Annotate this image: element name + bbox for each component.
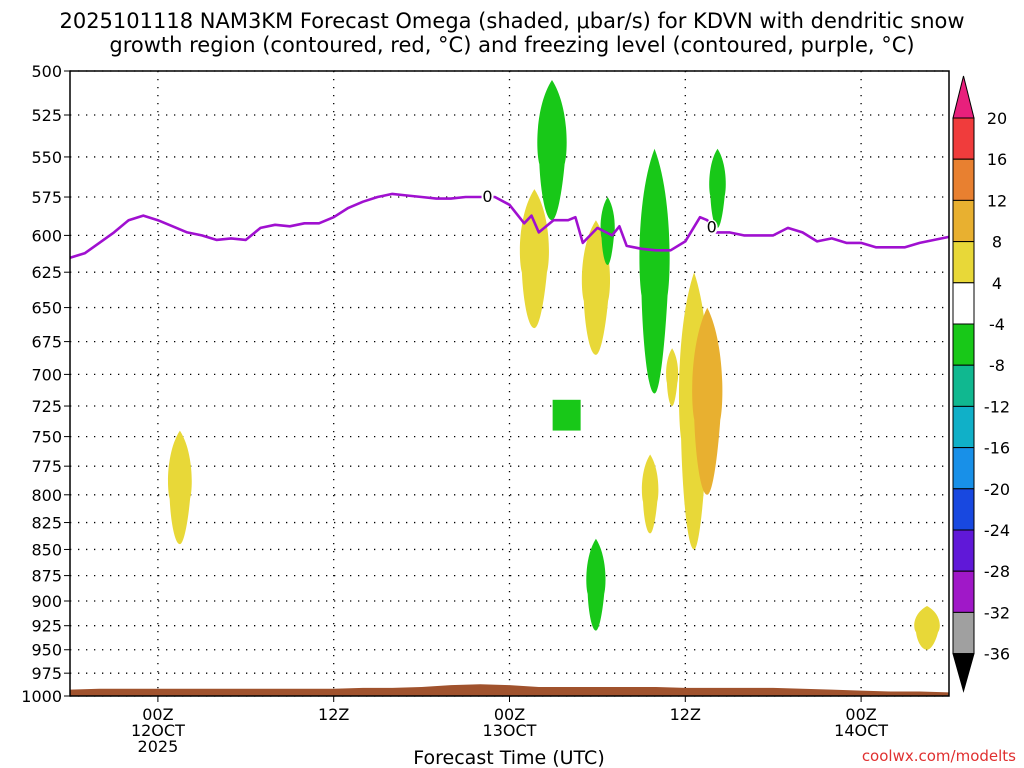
x-tick-label: 00Z [494,705,525,724]
omega-region [914,605,940,650]
colorbar-label: 8 [992,233,1002,252]
y-tick-label: 850 [31,540,62,559]
colorbar-segment [952,117,975,160]
colorbar-segment [952,488,975,531]
colorbar-segment [952,570,975,613]
y-tick-label: 750 [31,428,62,447]
y-tick-label: 800 [31,486,62,505]
colorbar-segment [952,282,975,325]
omega-region [581,220,611,355]
omega-region [666,348,679,407]
colorbar-label: -4 [989,315,1005,334]
colorbar-segment [952,158,975,201]
x-tick-label: 12Z [670,705,701,724]
x-tick-label: 12Z [318,705,349,724]
omega-region [537,79,567,221]
x-tick-label: 2025 [138,737,179,756]
omega-region [709,148,726,228]
colorbar-label: -16 [984,439,1010,458]
colorbar-label: -36 [984,645,1010,664]
y-tick-label: 900 [31,592,62,611]
colorbar-segment [952,405,975,449]
plot-area: 00 [69,70,950,697]
chart-title-line-1: 2025101118 NAM3KM Forecast Omega (shaded… [59,9,964,33]
y-tick-label: 950 [31,641,62,660]
y-tick-label: 500 [31,62,62,81]
y-tick-label: 775 [31,457,62,476]
contour-label-bg [705,219,718,236]
y-tick-label: 825 [31,514,62,533]
x-tick-label: 14OCT [834,721,888,740]
freezing-level-line [69,192,950,259]
terrain-surface [70,684,949,696]
omega-region [586,538,606,631]
y-tick-label: 525 [31,106,62,125]
colorbar-top-triangle [952,75,975,119]
x-tick-label: 13OCT [483,721,537,740]
colorbar-label: -24 [984,521,1010,540]
y-tick-label: 700 [31,365,62,384]
credit-text: coolwx.com/modelts [862,747,1016,765]
y-tick-label: 1000 [21,687,62,706]
y-tick-label: 725 [31,397,62,416]
colorbar-segment [952,529,975,572]
freezing-level-layer: 00 [69,187,950,259]
colorbar: 20 16 12 8 4 -4 -8 -12 -16 -20 -24 -28 -32 -36 [952,75,1010,693]
terrain-layer [70,684,949,696]
colorbar-label: -20 [984,480,1010,499]
colorbar-label: -12 [984,397,1010,416]
chart-title-line-2: growth region (contoured, red, °C) and f… [109,33,914,57]
y-tick-label: 550 [31,148,62,167]
colorbar-label: 12 [987,191,1007,210]
freezing-level-label: 0 [482,187,492,206]
y-tick-label: 625 [31,263,62,282]
colorbar-bottom-triangle [952,653,975,693]
omega-region [600,197,615,265]
colorbar-label: -8 [989,356,1005,375]
x-tick-label: 00Z [845,705,876,724]
y-tick-label: 575 [31,188,62,207]
colorbar-label: -32 [984,603,1010,622]
omega-region [639,148,670,394]
colorbar-segment [952,447,975,490]
y-tick-label: 675 [31,333,62,352]
y-tick-label: 600 [31,226,62,245]
y-tick-label: 650 [31,299,62,318]
colorbar-label: 4 [992,274,1002,293]
freezing-level-label: 0 [707,218,717,237]
y-axis: 500 525 550 575 600 625 650 675 700 725 750 775 800 8… [21,62,70,706]
y-tick-label: 975 [31,664,62,683]
colorbar-label: -28 [984,562,1010,581]
omega-region [167,430,192,545]
omega-shaded-regions [167,79,940,650]
omega-region [552,399,581,431]
omega-region [519,189,549,329]
x-axis-title: Forecast Time (UTC) [413,747,604,768]
contour-label-bg [481,189,494,206]
omega-region [692,307,723,495]
colorbar-label: 20 [987,109,1007,128]
colorbar-segment [952,323,975,366]
y-tick-label: 875 [31,567,62,586]
colorbar-label: 16 [987,150,1007,169]
y-tick-label: 925 [31,617,62,636]
colorbar-segment [952,611,975,655]
omega-region [641,454,659,534]
x-tick-label: 12OCT [131,721,185,740]
colorbar-segment [952,199,975,243]
x-tick-label: 00Z [142,705,173,724]
colorbar-segment [952,364,975,407]
colorbar-segment [952,241,975,284]
